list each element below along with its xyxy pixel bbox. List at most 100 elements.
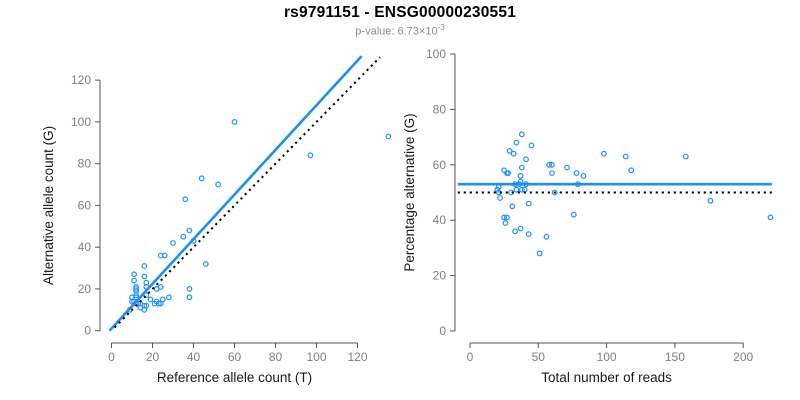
- data-point: [549, 161, 555, 168]
- data-point: [131, 277, 138, 284]
- data-point: [513, 139, 520, 146]
- data-point: [198, 175, 205, 182]
- data-point: [519, 186, 525, 193]
- x-tick-label: 20: [146, 350, 160, 364]
- data-point: [513, 186, 520, 193]
- data-point: [573, 170, 580, 177]
- data-point: [186, 227, 193, 234]
- subtitle-exponent: -3: [437, 23, 445, 32]
- x-tick-label: 0: [467, 350, 474, 364]
- y-tick-label: 0: [439, 324, 446, 338]
- data-point: [580, 172, 587, 179]
- x-tick-label: 80: [269, 350, 283, 364]
- data-point: [551, 189, 558, 196]
- data-point: [707, 197, 714, 204]
- panel-left: 0 20 40 60 80 100 120 Reference allele count (T…: [41, 55, 392, 385]
- data-point: [519, 131, 525, 138]
- data-point: [564, 164, 570, 171]
- data-point: [570, 211, 577, 218]
- y-tick-label: 60: [433, 158, 447, 172]
- data-point: [528, 142, 535, 149]
- data-point: [682, 153, 689, 160]
- subtitle-text: p-value: 6.73×10: [355, 25, 438, 38]
- data-point: [497, 195, 504, 201]
- data-point: [505, 170, 512, 177]
- data-point: [202, 261, 209, 267]
- points-group: [126, 118, 392, 313]
- y-tick-label: 100: [426, 47, 446, 61]
- y-tick-label: 0: [84, 324, 91, 338]
- data-point: [525, 200, 532, 207]
- data-point: [543, 233, 550, 240]
- data-point: [517, 225, 524, 232]
- y-tick-label: 80: [78, 157, 92, 171]
- data-point: [165, 294, 172, 301]
- data-point: [231, 118, 238, 125]
- data-point: [131, 271, 138, 278]
- y-tick-label: 20: [78, 282, 92, 296]
- y-axis-title: Percentage alternative (G): [402, 113, 417, 271]
- y-tick-label: 80: [433, 102, 447, 116]
- data-point: [519, 164, 525, 171]
- x-tick-label: 200: [733, 350, 753, 364]
- data-point: [157, 284, 164, 290]
- x-tick-label: 150: [665, 350, 685, 364]
- data-point: [506, 147, 513, 154]
- data-point: [141, 263, 148, 269]
- data-point: [601, 150, 607, 157]
- y-tick-label: 60: [78, 198, 92, 212]
- data-point: [147, 296, 154, 303]
- data-point: [523, 156, 529, 163]
- data-point: [307, 152, 314, 159]
- data-point: [502, 220, 509, 226]
- data-point: [215, 181, 222, 188]
- data-point: [137, 304, 144, 311]
- panel-right: 0 50 100 150 200 Total number of reads 0 20 40 60…: [402, 47, 774, 385]
- data-point: [536, 250, 543, 257]
- data-point: [494, 186, 501, 193]
- data-point: [182, 196, 189, 203]
- data-point: [155, 300, 162, 307]
- regression-line: [108, 55, 363, 332]
- points-group: [494, 131, 774, 257]
- y-tick-label: 40: [433, 213, 447, 227]
- y-tick-label: 20: [433, 269, 447, 283]
- x-tick-label: 50: [532, 350, 546, 364]
- data-point: [385, 133, 392, 140]
- data-point: [628, 167, 635, 174]
- figure-title: rs9791151 - ENSG00000230551: [283, 4, 517, 21]
- data-point: [510, 150, 517, 157]
- data-point: [161, 252, 168, 259]
- data-point: [133, 286, 140, 292]
- data-point: [129, 298, 135, 305]
- y-tick-label: 100: [71, 115, 91, 129]
- figure-subtitle: p-value: 6.73×10-3: [0, 23, 800, 38]
- data-point: [509, 203, 516, 210]
- data-point: [180, 233, 187, 240]
- x-tick-label: 40: [187, 350, 201, 364]
- data-point: [170, 240, 176, 246]
- data-point: [141, 273, 148, 280]
- x-tick-label: 100: [597, 350, 617, 364]
- data-point: [512, 228, 518, 235]
- data-point: [186, 286, 193, 292]
- data-point: [504, 214, 510, 221]
- y-tick-label: 120: [71, 73, 91, 87]
- data-point: [157, 300, 164, 307]
- y-tick-label: 40: [78, 240, 92, 254]
- data-point: [546, 161, 553, 168]
- data-point: [525, 231, 532, 238]
- data-point: [143, 292, 150, 299]
- data-point: [622, 153, 629, 160]
- x-axis-title: Reference allele count (T): [157, 370, 312, 385]
- data-point: [517, 172, 524, 179]
- x-axis-title: Total number of reads: [541, 370, 672, 385]
- data-point: [186, 294, 193, 301]
- data-point: [143, 302, 150, 309]
- data-point: [501, 214, 508, 221]
- x-tick-label: 0: [108, 350, 115, 364]
- data-point: [767, 214, 774, 221]
- x-tick-label: 120: [347, 350, 367, 364]
